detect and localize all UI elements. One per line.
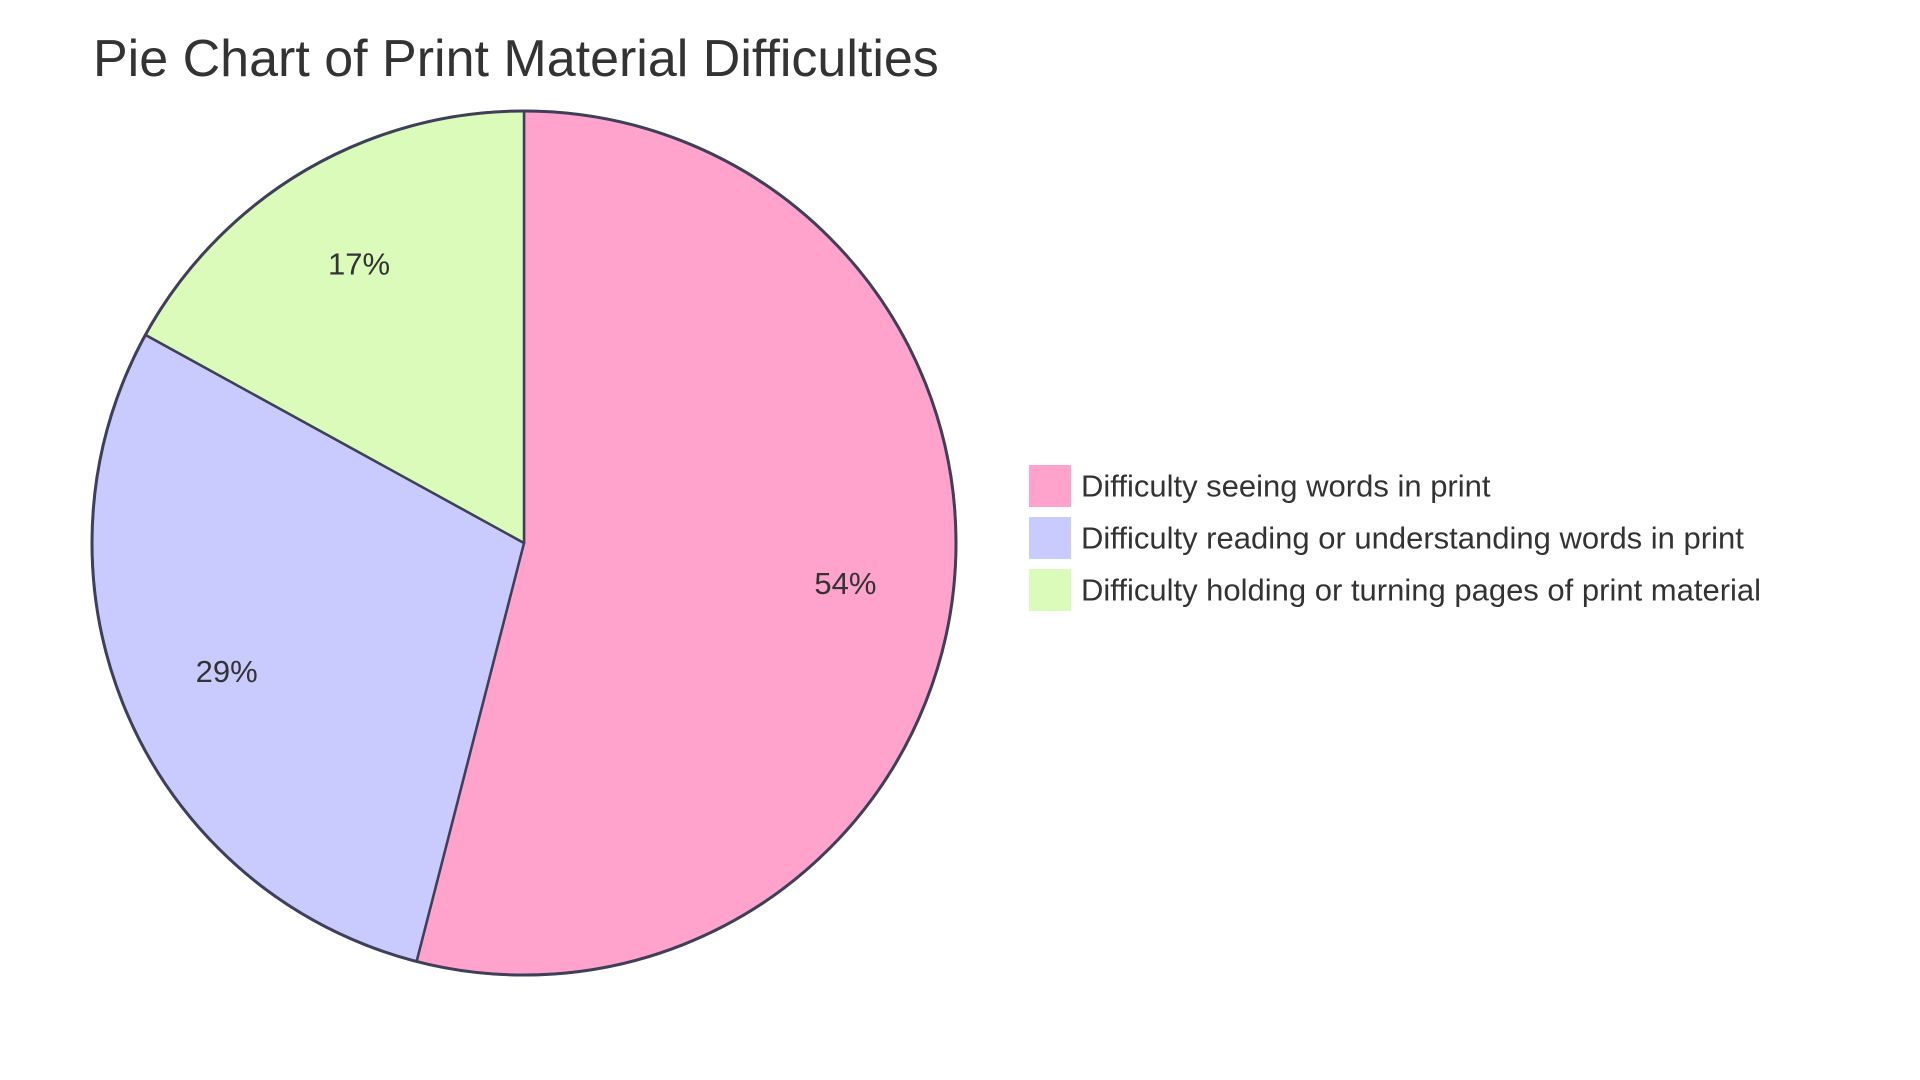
chart-title: Pie Chart of Print Material Difficulties [93,30,939,88]
legend-label-1: Difficulty seeing words in print [1081,469,1491,504]
pie-slice-label-3: 17% [328,247,390,282]
legend-swatch-2 [1029,517,1071,559]
pie-slice-label-2: 29% [196,654,258,689]
legend-swatch-3 [1029,569,1071,611]
pie-slice-labels: 54% 29% 17% [196,247,877,690]
legend-label-2: Difficulty reading or understanding word… [1081,521,1744,556]
legend-label-3: Difficulty holding or turning pages of p… [1081,573,1761,608]
legend: Difficulty seeing words in print Difficul… [1029,465,1761,611]
pie-outline [90,109,958,977]
pie-slice-label-1: 54% [814,566,876,601]
pie-slices [90,109,958,977]
legend-swatch-1 [1029,465,1071,507]
